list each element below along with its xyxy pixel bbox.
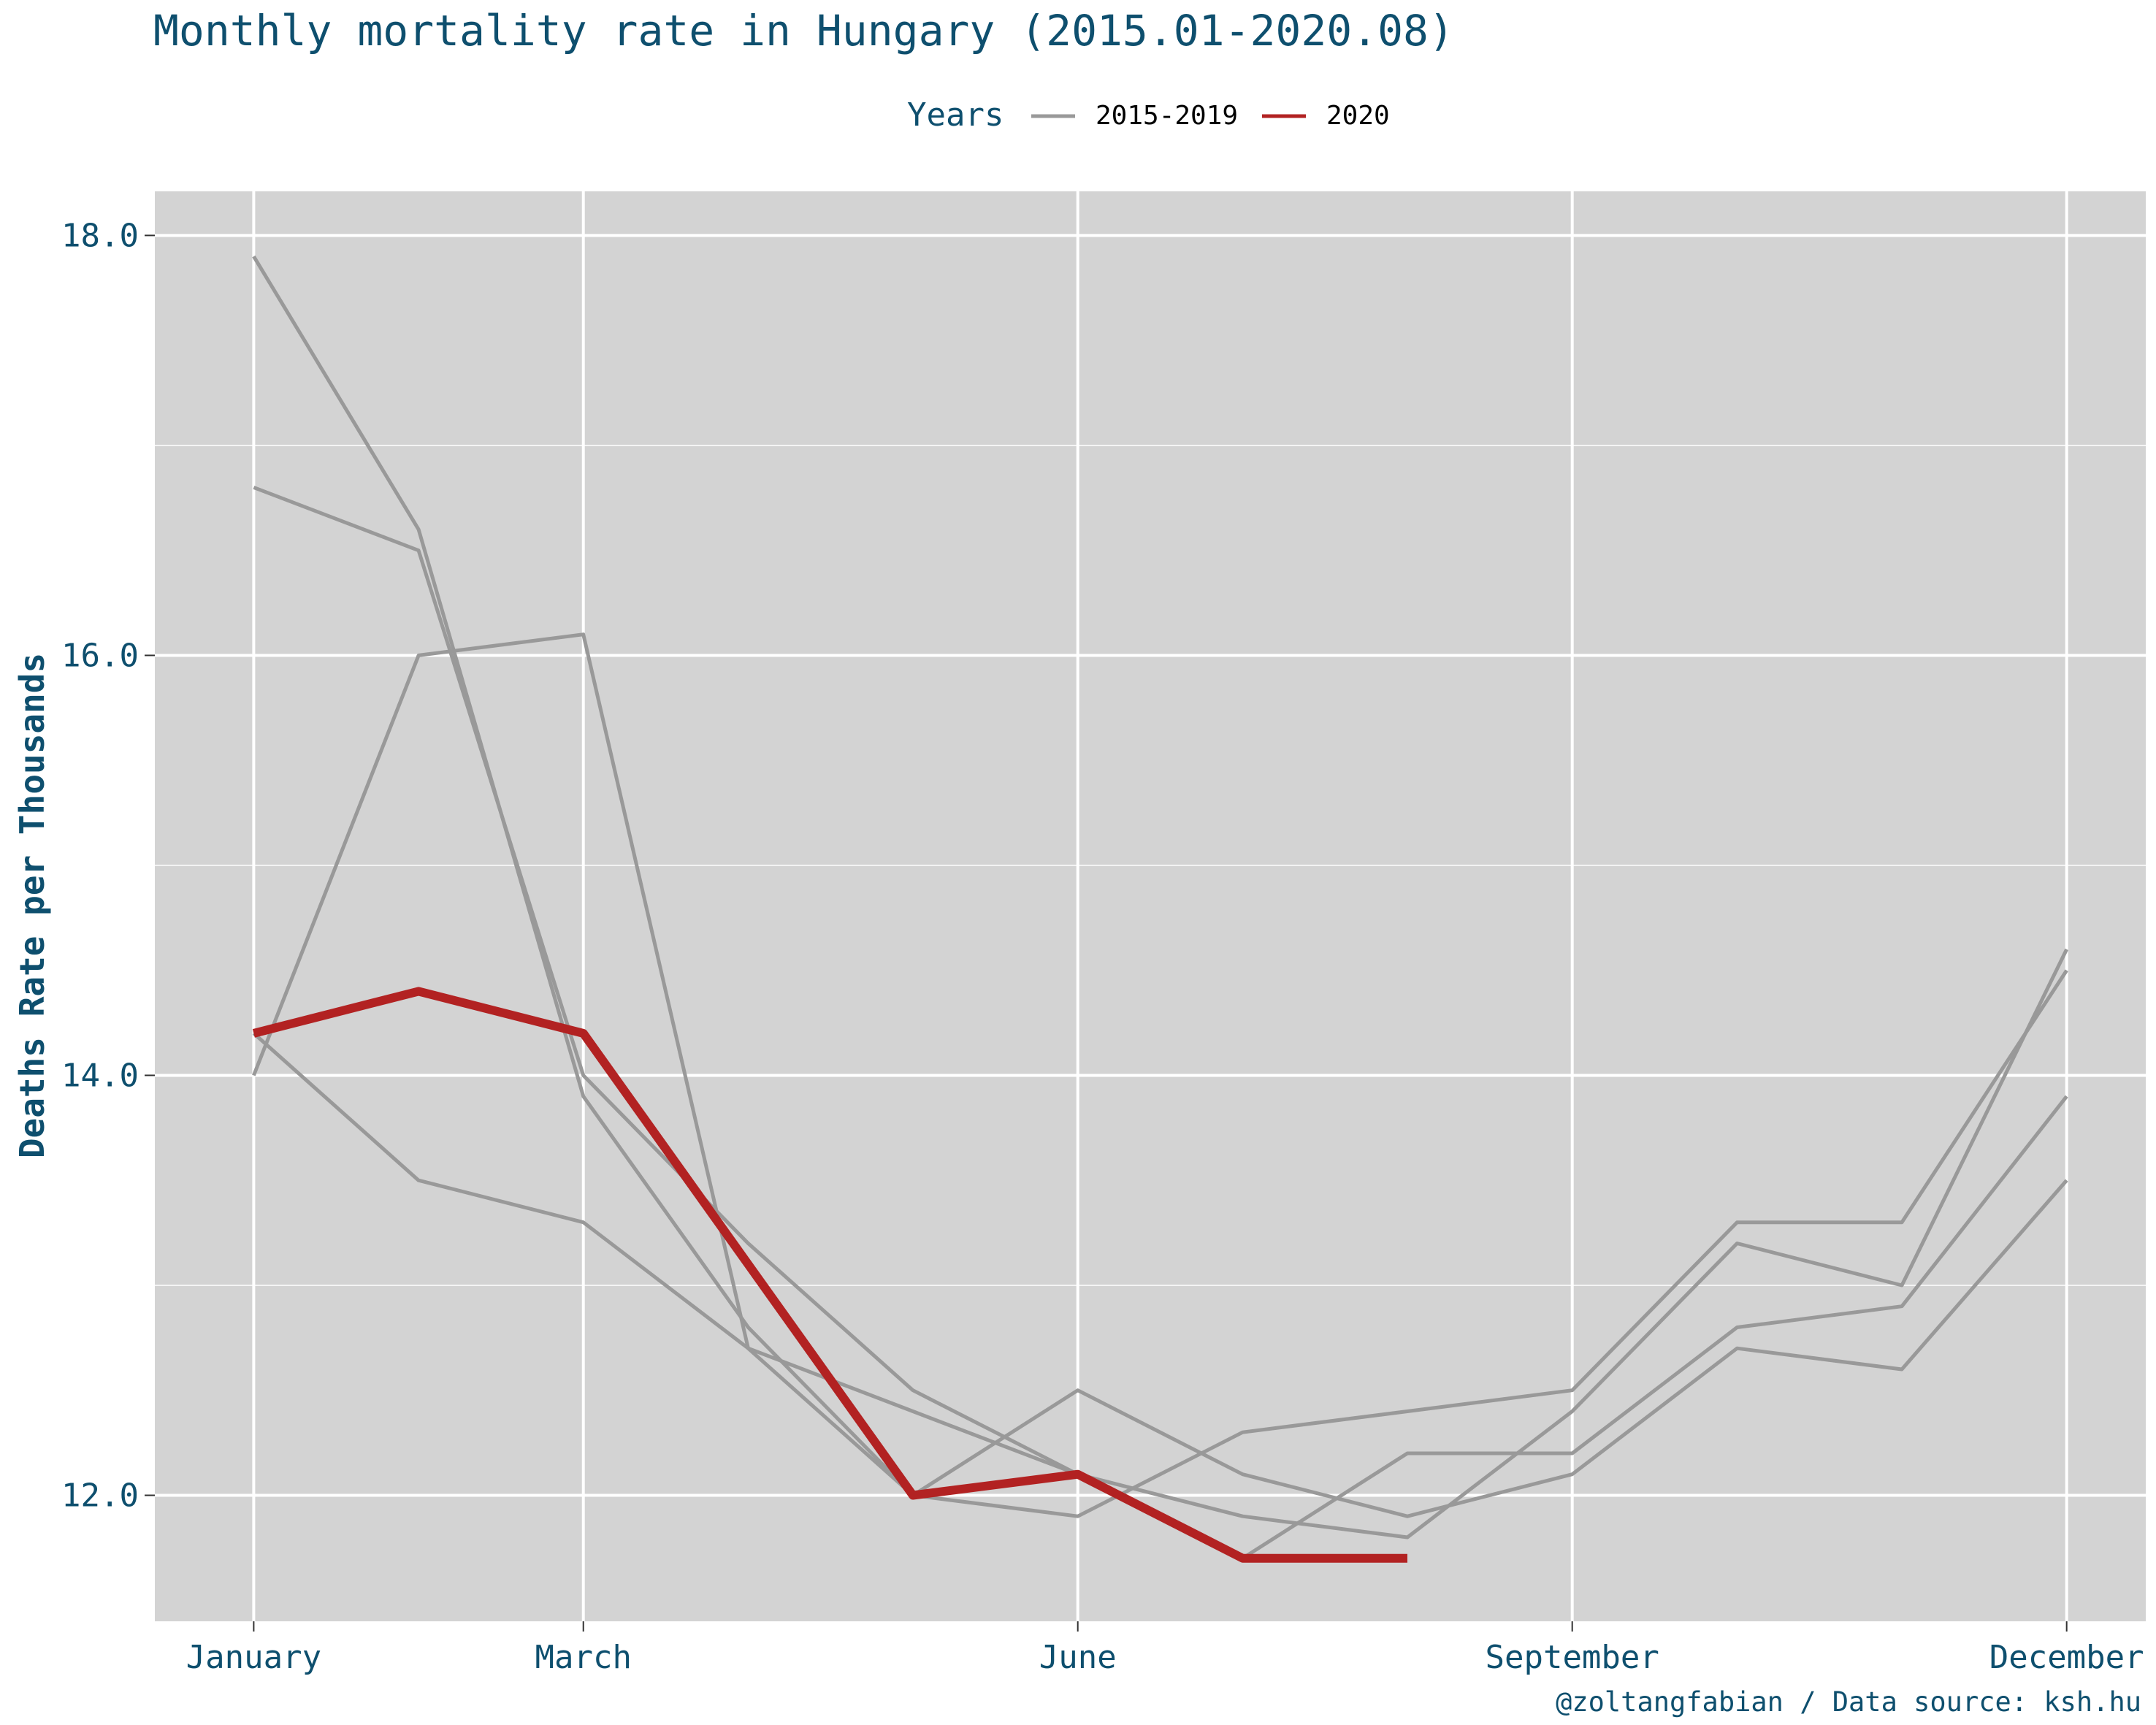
grid-minor <box>155 445 2146 1286</box>
caption: @zoltangfabian / Data source: ksh.hu <box>1556 1686 2141 1718</box>
x-axis: January March June September December <box>186 1621 2144 1676</box>
y-tick-label: 12.0 <box>61 1477 139 1514</box>
x-tick-label: December <box>1989 1639 2144 1676</box>
plot-panel <box>155 191 2146 1621</box>
series-layer <box>252 255 2068 1563</box>
legend-label-2020: 2020 <box>1326 101 1390 131</box>
legend-title: Years <box>907 96 1004 134</box>
y-tick-label: 16.0 <box>61 637 139 674</box>
series-line-2015-2019-2 <box>253 486 2068 1540</box>
grid-major <box>155 191 2146 1621</box>
series-line-2020 <box>252 987 1407 1563</box>
y-tick-label: 14.0 <box>61 1057 139 1094</box>
series-line-2015-2019-1 <box>252 255 2068 1518</box>
legend-label-2015-2019: 2015-2019 <box>1096 101 1238 131</box>
x-tick-label: January <box>186 1639 321 1676</box>
x-tick-label: June <box>1039 1639 1117 1676</box>
y-axis: 12.0 14.0 16.0 18.0 <box>61 217 155 1514</box>
chart-title: Monthly mortality rate in Hungary (2015.… <box>153 6 1454 56</box>
y-tick-label: 18.0 <box>61 217 139 254</box>
legend: Years 2015-2019 2020 <box>907 96 1390 134</box>
series-line-2015-2019-3 <box>252 632 2068 1518</box>
x-tick-label: March <box>535 1639 631 1676</box>
x-tick-label: September <box>1485 1639 1659 1676</box>
y-axis-label: Deaths Rate per Thousands <box>12 653 52 1158</box>
